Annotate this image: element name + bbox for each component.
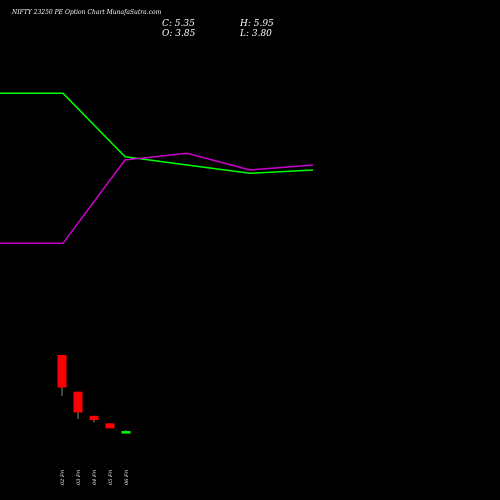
chart-title: NIFTY 23250 PE Option Chart MunafaSutra.… [12,9,162,16]
x-tick-label: 03 Fri [76,469,82,485]
close-price-readout: C: 5.35 [162,19,195,29]
x-tick-label: 04 Fri [92,469,98,485]
candle-body-bearish [89,415,99,420]
candle-body-bearish [105,423,115,429]
magenta-indicator-line [0,152,314,245]
high-price-readout: H: 5.95 [240,19,274,29]
candle-body-bearish [57,355,67,388]
open-price-readout: O: 3.85 [162,29,196,39]
x-tick-label: 05 Fri [108,469,114,485]
candle-body-bullish [121,431,131,434]
x-tick-label: 02 Fri [60,469,66,485]
green-indicator-line [0,92,314,175]
low-price-readout: L: 3.80 [240,29,272,39]
candle-body-bearish [73,391,83,413]
x-tick-label: 06 Fri [124,469,130,485]
